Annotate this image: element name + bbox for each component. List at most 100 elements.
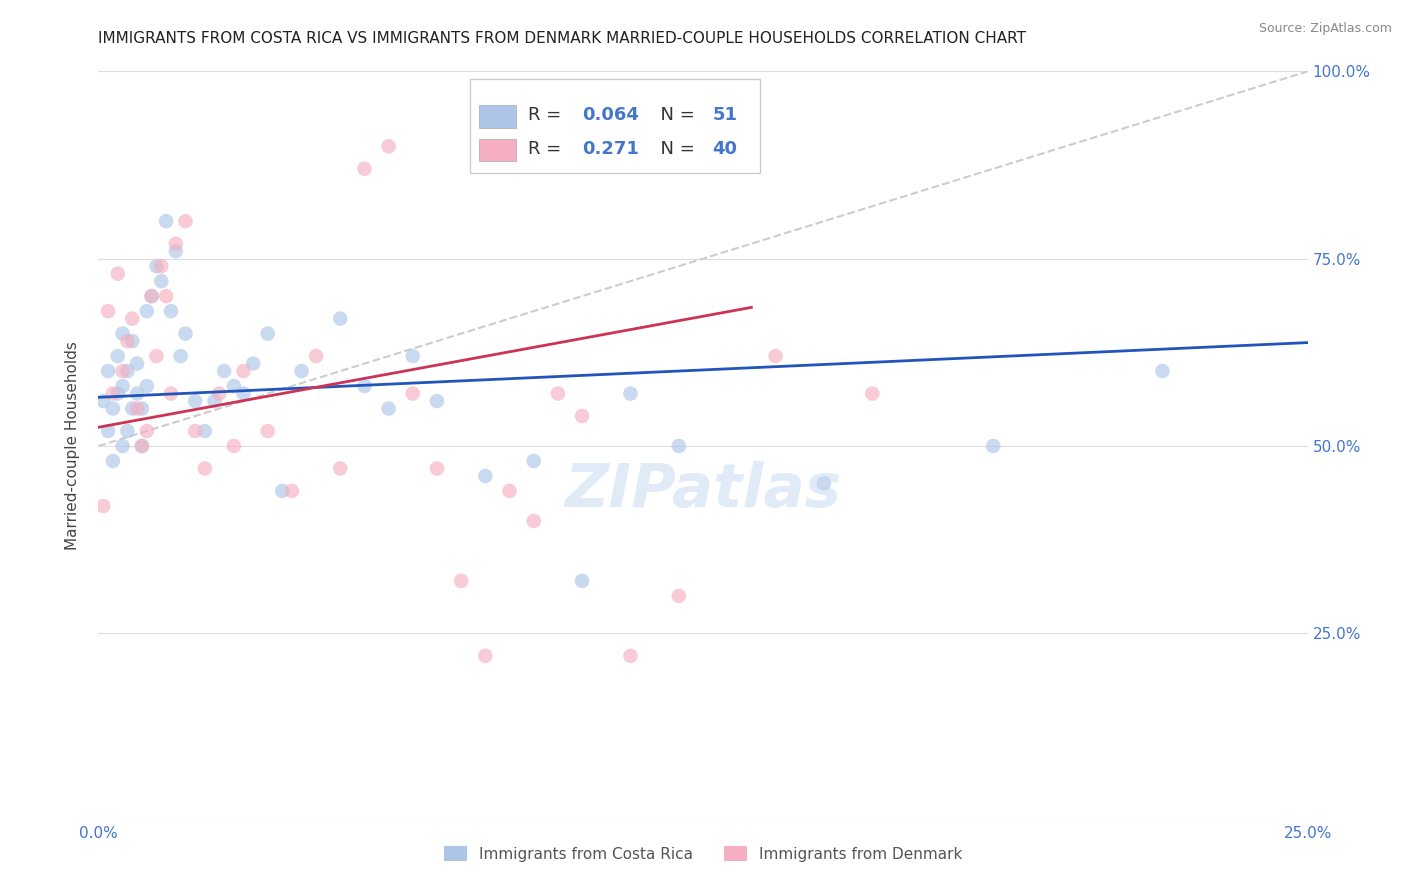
Text: R =: R = bbox=[527, 106, 567, 124]
Point bbox=[150, 274, 173, 288]
Point bbox=[117, 364, 139, 378]
Point bbox=[141, 289, 163, 303]
FancyBboxPatch shape bbox=[479, 105, 516, 128]
Point bbox=[145, 259, 167, 273]
Point bbox=[353, 379, 375, 393]
Point bbox=[135, 379, 157, 393]
Point bbox=[271, 483, 294, 498]
Point bbox=[117, 424, 139, 438]
Point bbox=[474, 648, 496, 663]
Point bbox=[765, 349, 787, 363]
Point bbox=[165, 236, 187, 251]
FancyBboxPatch shape bbox=[470, 78, 759, 172]
Point bbox=[474, 469, 496, 483]
Point bbox=[101, 401, 124, 416]
Point bbox=[353, 161, 375, 176]
Point bbox=[212, 364, 235, 378]
Text: N =: N = bbox=[648, 139, 700, 158]
Point bbox=[571, 409, 593, 423]
Point bbox=[813, 476, 835, 491]
Point bbox=[111, 379, 134, 393]
Point bbox=[426, 394, 449, 409]
Point bbox=[127, 401, 149, 416]
Point bbox=[145, 349, 167, 363]
Point bbox=[204, 394, 226, 409]
Point bbox=[174, 214, 197, 228]
Text: ZIPatlas: ZIPatlas bbox=[564, 461, 842, 520]
Point bbox=[160, 386, 183, 401]
Point bbox=[91, 499, 114, 513]
Point bbox=[377, 139, 399, 153]
Point bbox=[121, 401, 143, 416]
Point bbox=[91, 394, 114, 409]
Point bbox=[256, 326, 278, 341]
Y-axis label: Married-couple Households: Married-couple Households bbox=[65, 342, 80, 550]
Point bbox=[141, 289, 163, 303]
Point bbox=[117, 334, 139, 348]
Point bbox=[571, 574, 593, 588]
Text: N =: N = bbox=[648, 106, 700, 124]
Point bbox=[305, 349, 328, 363]
Point bbox=[498, 483, 520, 498]
Point bbox=[208, 386, 231, 401]
Legend: Immigrants from Costa Rica, Immigrants from Denmark: Immigrants from Costa Rica, Immigrants f… bbox=[436, 838, 970, 869]
Point bbox=[290, 364, 312, 378]
Point bbox=[131, 401, 153, 416]
Point bbox=[150, 259, 173, 273]
Point bbox=[232, 386, 254, 401]
Point bbox=[184, 424, 207, 438]
Point bbox=[329, 311, 352, 326]
Text: 51: 51 bbox=[713, 106, 738, 124]
Point bbox=[101, 454, 124, 468]
Point bbox=[131, 439, 153, 453]
Point bbox=[174, 326, 197, 341]
Point bbox=[111, 326, 134, 341]
Point bbox=[135, 304, 157, 318]
Point bbox=[450, 574, 472, 588]
Point bbox=[135, 424, 157, 438]
Point bbox=[111, 439, 134, 453]
Point bbox=[155, 289, 177, 303]
FancyBboxPatch shape bbox=[479, 139, 516, 161]
Point bbox=[329, 461, 352, 475]
Point bbox=[377, 401, 399, 416]
Point bbox=[127, 386, 149, 401]
Point bbox=[160, 304, 183, 318]
Text: IMMIGRANTS FROM COSTA RICA VS IMMIGRANTS FROM DENMARK MARRIED-COUPLE HOUSEHOLDS : IMMIGRANTS FROM COSTA RICA VS IMMIGRANTS… bbox=[98, 31, 1026, 46]
Point bbox=[619, 648, 641, 663]
Point bbox=[547, 386, 569, 401]
Point bbox=[101, 386, 124, 401]
Point bbox=[107, 386, 129, 401]
Point bbox=[523, 514, 546, 528]
Point bbox=[222, 379, 245, 393]
Point bbox=[242, 357, 264, 371]
Point bbox=[169, 349, 191, 363]
Point bbox=[668, 439, 690, 453]
Point bbox=[165, 244, 187, 259]
Point bbox=[1152, 364, 1174, 378]
Point bbox=[131, 439, 153, 453]
Point bbox=[232, 364, 254, 378]
Text: Source: ZipAtlas.com: Source: ZipAtlas.com bbox=[1258, 22, 1392, 36]
Text: 0.271: 0.271 bbox=[582, 139, 638, 158]
Point bbox=[111, 364, 134, 378]
Point bbox=[426, 461, 449, 475]
Point bbox=[402, 386, 425, 401]
Point bbox=[121, 311, 143, 326]
Point bbox=[222, 439, 245, 453]
Point bbox=[121, 334, 143, 348]
Point bbox=[194, 424, 217, 438]
Point bbox=[127, 357, 149, 371]
Point bbox=[155, 214, 177, 228]
Text: R =: R = bbox=[527, 139, 572, 158]
Point bbox=[981, 439, 1004, 453]
Point bbox=[281, 483, 304, 498]
Text: 40: 40 bbox=[713, 139, 738, 158]
Point bbox=[860, 386, 883, 401]
Point bbox=[107, 349, 129, 363]
Point bbox=[97, 364, 120, 378]
Point bbox=[256, 424, 278, 438]
Point bbox=[194, 461, 217, 475]
Text: 0.064: 0.064 bbox=[582, 106, 638, 124]
Point bbox=[523, 454, 546, 468]
